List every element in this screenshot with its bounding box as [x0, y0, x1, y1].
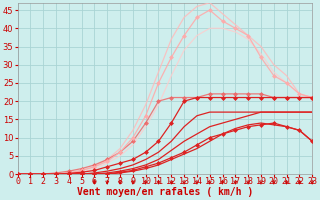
X-axis label: Vent moyen/en rafales ( km/h ): Vent moyen/en rafales ( km/h ): [77, 187, 253, 197]
